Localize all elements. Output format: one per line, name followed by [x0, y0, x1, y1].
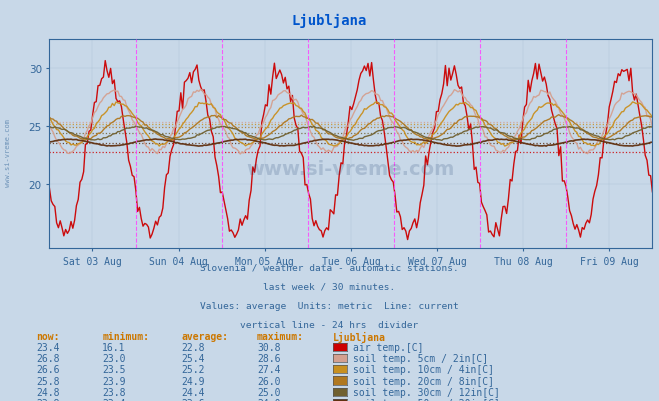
Text: air temp.[C]: air temp.[C]: [353, 342, 423, 352]
Text: 26.0: 26.0: [257, 376, 281, 386]
Text: 23.5: 23.5: [102, 365, 126, 375]
Text: 23.4: 23.4: [102, 398, 126, 401]
Text: soil temp. 30cm / 12in[C]: soil temp. 30cm / 12in[C]: [353, 387, 500, 397]
Text: 30.8: 30.8: [257, 342, 281, 352]
Text: 25.2: 25.2: [181, 365, 205, 375]
Text: minimum:: minimum:: [102, 331, 149, 341]
Text: soil temp. 20cm / 8in[C]: soil temp. 20cm / 8in[C]: [353, 376, 494, 386]
Text: 24.4: 24.4: [181, 387, 205, 397]
Text: soil temp. 5cm / 2in[C]: soil temp. 5cm / 2in[C]: [353, 353, 488, 363]
Text: 27.4: 27.4: [257, 365, 281, 375]
Text: 25.4: 25.4: [181, 353, 205, 363]
Text: 23.9: 23.9: [36, 398, 60, 401]
Text: 23.8: 23.8: [102, 387, 126, 397]
Text: 25.0: 25.0: [257, 387, 281, 397]
Text: Values: average  Units: metric  Line: current: Values: average Units: metric Line: curr…: [200, 301, 459, 310]
Text: 26.8: 26.8: [36, 353, 60, 363]
Text: Slovenia / weather data - automatic stations.: Slovenia / weather data - automatic stat…: [200, 263, 459, 271]
Text: soil temp. 50cm / 20in[C]: soil temp. 50cm / 20in[C]: [353, 398, 500, 401]
Text: 23.0: 23.0: [102, 353, 126, 363]
Text: 24.9: 24.9: [181, 376, 205, 386]
Text: 22.8: 22.8: [181, 342, 205, 352]
Text: last week / 30 minutes.: last week / 30 minutes.: [264, 282, 395, 291]
Text: 24.0: 24.0: [257, 398, 281, 401]
Text: 23.4: 23.4: [36, 342, 60, 352]
Text: 28.6: 28.6: [257, 353, 281, 363]
Text: 16.1: 16.1: [102, 342, 126, 352]
Text: 24.8: 24.8: [36, 387, 60, 397]
Text: Ljubljana: Ljubljana: [333, 331, 386, 342]
Text: soil temp. 10cm / 4in[C]: soil temp. 10cm / 4in[C]: [353, 365, 494, 375]
Text: vertical line - 24 hrs  divider: vertical line - 24 hrs divider: [241, 320, 418, 329]
Text: 26.6: 26.6: [36, 365, 60, 375]
Text: now:: now:: [36, 331, 60, 341]
Text: www.si-vreme.com: www.si-vreme.com: [246, 160, 455, 179]
Text: maximum:: maximum:: [257, 331, 304, 341]
Text: 23.6: 23.6: [181, 398, 205, 401]
Text: 23.9: 23.9: [102, 376, 126, 386]
Text: Ljubljana: Ljubljana: [292, 14, 367, 28]
Text: average:: average:: [181, 331, 228, 341]
Text: www.si-vreme.com: www.si-vreme.com: [5, 118, 11, 186]
Text: 25.8: 25.8: [36, 376, 60, 386]
